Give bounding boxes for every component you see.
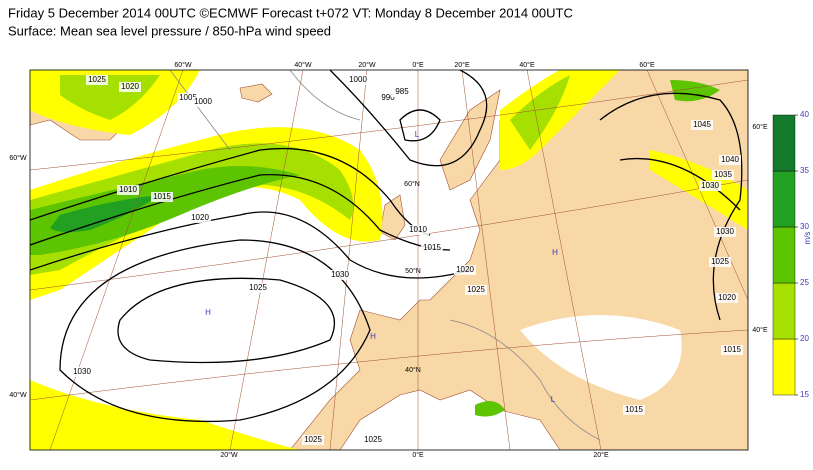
isobar-label-bg — [691, 120, 713, 130]
isobar-label-bg — [71, 367, 93, 377]
isobar-label-bg — [421, 243, 443, 253]
pressure-center: L — [415, 130, 420, 139]
isobar-label: 1000 — [349, 75, 367, 84]
map-frame — [29, 69, 749, 451]
isobar-label: 1040 — [721, 155, 739, 164]
map-area — [30, 70, 748, 450]
colorbar-band — [772, 282, 796, 340]
isobar-label: 1025 — [88, 75, 106, 84]
graticule-label: 40°W — [9, 391, 27, 399]
graticule-label: 40°E — [752, 326, 768, 334]
graticule-label: 40°W — [294, 61, 312, 69]
isobar-label: 1030 — [701, 181, 719, 190]
isobar-label: 1035 — [714, 170, 732, 179]
isobar-label-bg — [189, 213, 211, 223]
isobar-label-bg — [465, 285, 487, 295]
pressure-center: H — [205, 308, 211, 317]
pressure-center: L — [551, 395, 556, 404]
isobar-label: 1010 — [409, 225, 427, 234]
graticule-label: 50°N — [405, 267, 421, 275]
isobar-label: 1030 — [73, 367, 91, 376]
isobar-label: 1000 — [194, 97, 212, 106]
graticule-label: 40°E — [519, 61, 535, 69]
graticule-label: 20°W — [220, 451, 238, 459]
graticule-label: 60°W — [174, 61, 192, 69]
isobar-label-bg — [247, 283, 269, 293]
isobar-label-bg — [117, 185, 139, 195]
isobar-label-bg — [302, 435, 324, 445]
isobar-label-bg — [716, 293, 738, 303]
colorbar-tick-label: 20 — [800, 334, 809, 343]
isobar-label: 985 — [395, 87, 409, 96]
isobar-label-bg — [407, 225, 429, 235]
isobar-label: 1025 — [249, 283, 267, 292]
graticule-label: 20°E — [593, 451, 609, 459]
isobar-label: 1015 — [153, 192, 171, 201]
isobar-label-bg — [151, 192, 173, 202]
graticule-label: 40°N — [405, 366, 421, 374]
title-line-2: Surface: Mean sea level pressure / 850-h… — [8, 23, 331, 38]
isobar-label-bg — [177, 93, 199, 103]
graticule-label: 20°E — [454, 61, 470, 69]
isobar-label-bg — [391, 87, 413, 97]
pressure-center: H — [552, 248, 558, 257]
isobar-label: 1015 — [423, 243, 441, 252]
isobar-label: 990 — [381, 93, 395, 102]
isobar-label: 1025 — [304, 435, 322, 444]
graticule-label: 0°E — [412, 61, 424, 69]
isobar-label-bg — [347, 75, 369, 85]
colorbar-tick-label: 30 — [800, 222, 809, 231]
isobar-label: 1020 — [718, 293, 736, 302]
graticule-label: 60°W — [9, 154, 27, 162]
isobar-label-bg — [86, 75, 108, 85]
colorbar-band — [772, 226, 796, 284]
pressure-center: H — [370, 332, 376, 341]
isobar-label: 1020 — [121, 82, 139, 91]
colorbar-tick-label: 40 — [800, 110, 809, 119]
colorbar-band — [772, 114, 796, 172]
isobar-label-bg — [454, 265, 476, 275]
isobar-label-bg — [699, 181, 721, 191]
isobar-label: 1010 — [119, 185, 137, 194]
isobar-label: 1025 — [467, 285, 485, 294]
isobar-label-bg — [714, 227, 736, 237]
isobar-label-bg — [119, 82, 141, 92]
isobar-label: 1030 — [716, 227, 734, 236]
isobar-label: 1015 — [625, 405, 643, 414]
isobar-label: 1015 — [723, 345, 741, 354]
colorbar-band — [772, 338, 796, 396]
colorbar-tick-label: 15 — [800, 390, 809, 399]
isobar-label: 1025 — [711, 257, 729, 266]
isobar-label-bg — [377, 93, 399, 103]
isobar-label: 1025 — [364, 435, 382, 444]
graticule-label: 0°E — [412, 451, 424, 459]
isobar-label: 1020 — [456, 265, 474, 274]
isobar-label-bg — [712, 170, 734, 180]
colorbar-band — [772, 170, 796, 228]
isobar-label-bg — [362, 435, 384, 445]
graticule-label: 60°N — [404, 180, 420, 188]
isobar-label-bg — [623, 405, 645, 415]
isobar-label: 1020 — [191, 213, 209, 222]
isobar-label-bg — [721, 345, 743, 355]
colorbar-tick-label: 25 — [800, 278, 809, 287]
graticule-label: 60°E — [639, 61, 655, 69]
graticule-label: 20°W — [358, 61, 376, 69]
isobar-label-bg — [329, 270, 351, 280]
title-line-1: Friday 5 December 2014 00UTC ©ECMWF Fore… — [8, 5, 573, 20]
isobar-label: 1005 — [179, 93, 197, 102]
colorbar-tick-label: 35 — [800, 166, 809, 175]
isobar-label: 1030 — [331, 270, 349, 279]
isobar-label-bg — [709, 257, 731, 267]
isobar-label: 1045 — [693, 120, 711, 129]
graticule-label: 60°E — [752, 123, 768, 131]
isobar-label-bg — [192, 97, 214, 107]
colorbar-unit: m/s — [803, 232, 812, 245]
isobar-label-bg — [719, 155, 741, 165]
